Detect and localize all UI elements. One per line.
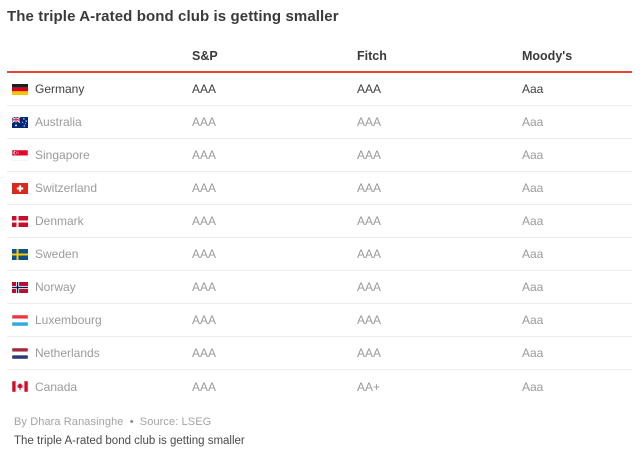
flag-germany-icon: [12, 83, 28, 95]
rating-sp: AAA: [192, 379, 217, 394]
byline: By Dhara Ranasinghe • Source: LSEG: [14, 416, 632, 428]
rating-moodys: Aaa: [522, 148, 544, 162]
rating-moodys: Aaa: [522, 280, 544, 294]
header-sp: S&P: [192, 49, 218, 63]
table-row: Canada AAA AA+ Aaa: [7, 370, 632, 403]
byline-source: Source: LSEG: [139, 416, 212, 428]
country-cell: Netherlands: [7, 346, 192, 360]
header-fitch: Fitch: [357, 49, 387, 63]
country-label: Canada: [35, 379, 78, 394]
rating-fitch: AAA: [357, 181, 382, 195]
country-cell: Australia: [7, 115, 192, 129]
table-row: Germany AAA AAA Aaa: [7, 73, 632, 106]
header-moodys: Moody's: [522, 49, 573, 63]
flag-australia-icon: [12, 116, 28, 128]
rating-sp: AAA: [192, 280, 217, 294]
rating-fitch: AA+: [357, 379, 381, 394]
rating-moodys: Aaa: [522, 181, 544, 195]
table-row: Denmark AAA AAA Aaa: [7, 205, 632, 238]
flag-netherlands-icon: [12, 347, 28, 359]
table-header-row: S&P Fitch Moody's: [7, 25, 632, 73]
table-row: Australia AAA AAA Aaa: [7, 106, 632, 139]
table-row: Sweden AAA AAA Aaa: [7, 238, 632, 271]
rating-moodys: Aaa: [522, 313, 544, 327]
flag-singapore-icon: [12, 149, 28, 161]
rating-moodys: Aaa: [522, 214, 544, 228]
rating-sp: AAA: [192, 313, 217, 327]
rating-sp: AAA: [192, 346, 217, 360]
flag-denmark-icon: [12, 215, 28, 227]
country-label: Singapore: [35, 148, 90, 162]
country-cell: Luxembourg: [7, 313, 192, 327]
byline-author: By Dhara Ranasinghe: [14, 416, 124, 428]
table-row: Singapore AAA AAA Aaa: [7, 139, 632, 172]
rating-fitch: AAA: [357, 346, 382, 360]
country-cell: Canada: [7, 380, 192, 394]
ratings-table: S&P Fitch Moody's Germany AAA AAA Aaa Au…: [7, 25, 632, 403]
rating-moodys: Aaa: [522, 247, 544, 261]
country-cell: Norway: [7, 280, 192, 294]
rating-sp: AAA: [192, 214, 217, 228]
flag-canada-icon: [12, 381, 28, 392]
page-title: The triple A-rated bond club is getting …: [7, 8, 339, 25]
rating-fitch: AAA: [357, 214, 382, 228]
rating-sp: AAA: [192, 181, 217, 195]
country-label: Germany: [35, 82, 85, 96]
rating-fitch: AAA: [357, 280, 382, 294]
table-row: Netherlands AAA AAA Aaa: [7, 337, 632, 370]
rating-moodys: Aaa: [522, 82, 544, 96]
rating-sp: AAA: [192, 247, 217, 261]
country-label: Sweden: [35, 247, 79, 261]
rating-sp: AAA: [192, 115, 217, 129]
rating-moodys: Aaa: [522, 115, 544, 129]
rating-fitch: AAA: [357, 82, 382, 96]
footer: By Dhara Ranasinghe • Source: LSEG The t…: [7, 416, 632, 447]
country-label: Netherlands: [35, 346, 100, 360]
country-label: Switzerland: [35, 181, 98, 195]
country-label: Australia: [35, 115, 82, 129]
chart-caption: The triple A-rated bond club is getting …: [14, 435, 245, 447]
country-label: Luxembourg: [35, 313, 102, 327]
flag-norway-icon: [12, 281, 28, 293]
country-label: Denmark: [35, 214, 84, 228]
graphic-container: The triple A-rated bond club is getting …: [7, 8, 632, 447]
rating-fitch: AAA: [357, 313, 382, 327]
table-row: Switzerland AAA AAA Aaa: [7, 172, 632, 205]
table-row: Norway AAA AAA Aaa: [7, 271, 632, 304]
rating-sp: AAA: [192, 82, 217, 96]
country-cell: Germany: [7, 82, 192, 96]
rating-fitch: AAA: [357, 148, 382, 162]
byline-separator: •: [129, 416, 134, 428]
flag-switzerland-icon: [12, 182, 28, 194]
flag-luxembourg-icon: [12, 314, 28, 326]
flag-sweden-icon: [12, 248, 28, 260]
country-label: Norway: [35, 280, 76, 294]
country-cell: Sweden: [7, 247, 192, 261]
rating-fitch: AAA: [357, 115, 382, 129]
country-cell: Singapore: [7, 148, 192, 162]
header-country-spacer: [7, 63, 192, 71]
rating-moodys: Aaa: [522, 346, 544, 360]
country-cell: Denmark: [7, 214, 192, 228]
rating-fitch: AAA: [357, 247, 382, 261]
rating-sp: AAA: [192, 148, 217, 162]
table-row: Luxembourg AAA AAA Aaa: [7, 304, 632, 337]
rating-moodys: Aaa: [522, 379, 544, 394]
country-cell: Switzerland: [7, 181, 192, 195]
